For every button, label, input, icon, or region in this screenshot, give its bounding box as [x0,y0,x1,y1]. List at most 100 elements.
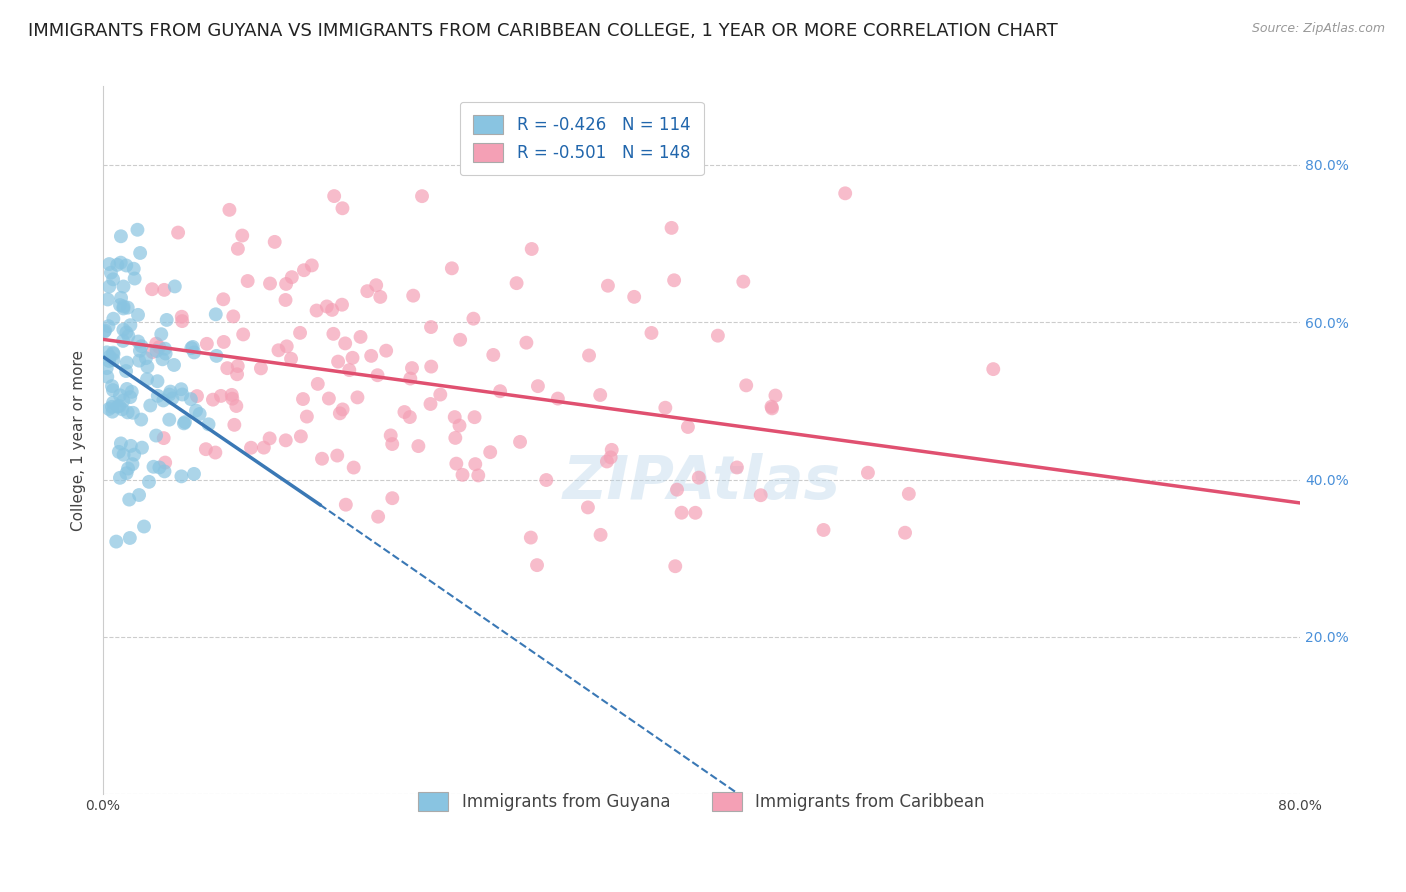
Point [167,226,190,240]
Point [375,343,398,358]
Point [204,307,226,321]
Point [526,558,548,573]
Point [188,407,211,421]
Point [661,220,683,235]
Point [131,339,153,353]
Point [429,387,451,401]
Point [664,559,686,574]
Point [259,277,281,291]
Legend: Immigrants from Guyana, Immigrants from Caribbean: Immigrants from Guyana, Immigrants from … [405,779,998,824]
Point [600,442,623,457]
Point [394,405,416,419]
Point [596,454,619,468]
Point [100,266,122,280]
Point [259,431,281,445]
Point [108,399,131,413]
Point [145,336,167,351]
Point [464,457,486,471]
Point [204,445,226,459]
Point [183,467,205,481]
Point [733,275,755,289]
Point [671,506,693,520]
Point [440,261,463,276]
Point [332,201,354,215]
Point [120,318,142,333]
Point [112,334,135,348]
Point [148,460,170,475]
Point [288,326,311,340]
Point [128,488,150,502]
Point [127,308,149,322]
Y-axis label: College, 1 year or more: College, 1 year or more [72,350,86,531]
Point [110,229,132,244]
Point [148,340,170,354]
Point [250,361,273,376]
Point [981,362,1004,376]
Point [253,441,276,455]
Point [141,282,163,296]
Point [170,310,193,324]
Point [366,278,388,293]
Point [156,313,179,327]
Point [274,277,297,291]
Point [520,531,543,545]
Point [152,352,174,367]
Point [482,348,505,362]
Point [121,384,143,399]
Point [274,434,297,448]
Point [301,259,323,273]
Point [145,343,167,358]
Point [108,471,131,485]
Point [222,310,245,324]
Point [117,461,139,475]
Point [201,392,224,407]
Point [152,431,174,445]
Point [136,372,159,386]
Point [662,273,685,287]
Point [527,379,550,393]
Point [761,400,783,414]
Point [129,246,152,260]
Point [323,189,346,203]
Point [464,410,486,425]
Point [209,389,232,403]
Point [128,343,150,358]
Point [578,349,600,363]
Point [110,255,132,269]
Point [326,449,349,463]
Point [124,271,146,285]
Point [172,314,194,328]
Point [894,525,917,540]
Point [107,400,129,414]
Point [101,379,124,393]
Point [94,324,117,338]
Point [685,506,707,520]
Point [197,417,219,432]
Point [515,335,537,350]
Point [449,333,471,347]
Point [117,301,139,315]
Point [576,500,599,515]
Point [103,311,125,326]
Point [444,431,467,445]
Point [118,531,141,545]
Point [318,392,340,406]
Point [536,473,558,487]
Point [101,272,124,286]
Point [343,460,366,475]
Point [315,300,337,314]
Point [180,392,202,406]
Point [129,412,152,426]
Point [654,401,676,415]
Point [408,439,430,453]
Point [356,284,378,298]
Point [132,519,155,533]
Point [115,466,138,480]
Point [226,359,249,373]
Point [295,409,318,424]
Point [195,336,218,351]
Point [98,350,121,364]
Point [367,368,389,383]
Point [596,278,619,293]
Point [463,311,485,326]
